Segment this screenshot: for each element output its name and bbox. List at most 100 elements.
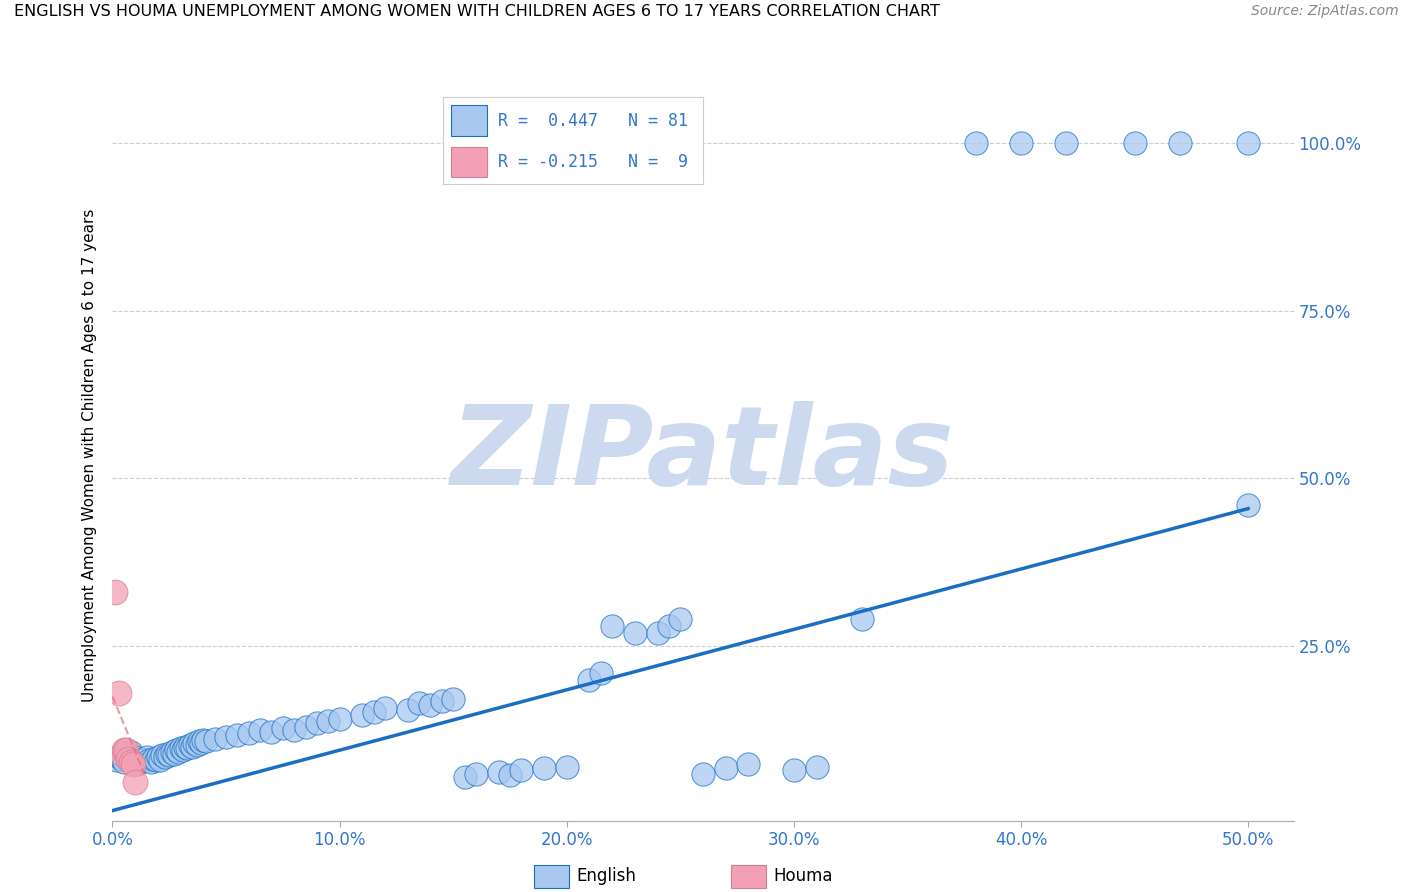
- Point: [283, 723, 305, 737]
- Point: [153, 750, 176, 764]
- Point: [441, 691, 464, 706]
- Point: [396, 703, 419, 717]
- Point: [352, 707, 374, 722]
- Point: [139, 755, 162, 769]
- Point: [112, 743, 135, 757]
- Point: [692, 766, 714, 780]
- Point: [174, 739, 197, 754]
- Point: [134, 753, 156, 767]
- Point: [249, 723, 271, 737]
- Point: [167, 745, 190, 759]
- Point: [172, 743, 194, 757]
- Point: [160, 745, 183, 759]
- Point: [145, 753, 167, 767]
- Text: Source: ZipAtlas.com: Source: ZipAtlas.com: [1251, 4, 1399, 19]
- Point: [152, 747, 174, 762]
- Point: [1168, 136, 1191, 150]
- Point: [464, 766, 486, 780]
- Point: [647, 625, 669, 640]
- Point: [226, 728, 249, 742]
- Point: [1010, 136, 1032, 150]
- Point: [138, 753, 160, 767]
- Point: [115, 743, 138, 757]
- Point: [124, 750, 146, 764]
- Point: [181, 739, 204, 754]
- Point: [737, 756, 759, 771]
- Point: [555, 760, 578, 774]
- Point: [108, 686, 131, 700]
- Point: [190, 736, 212, 750]
- Point: [215, 730, 238, 744]
- Point: [783, 764, 806, 778]
- Point: [146, 750, 169, 764]
- Point: [430, 694, 453, 708]
- Point: [499, 768, 522, 782]
- Point: [176, 741, 198, 756]
- Point: [419, 698, 441, 713]
- Point: [108, 750, 131, 764]
- Point: [179, 739, 201, 753]
- Point: [260, 725, 283, 739]
- Point: [117, 747, 139, 762]
- Point: [600, 619, 623, 633]
- Point: [135, 750, 157, 764]
- Point: [965, 136, 987, 150]
- Point: [115, 747, 138, 761]
- Point: [316, 714, 339, 729]
- Text: ENGLISH VS HOUMA UNEMPLOYMENT AMONG WOMEN WITH CHILDREN AGES 6 TO 17 YEARS CORRE: ENGLISH VS HOUMA UNEMPLOYMENT AMONG WOME…: [14, 4, 941, 20]
- Point: [122, 756, 145, 771]
- Point: [1237, 498, 1260, 512]
- Point: [156, 747, 179, 761]
- Point: [163, 747, 186, 761]
- Point: [578, 673, 600, 687]
- Point: [669, 612, 692, 626]
- Text: English: English: [576, 867, 637, 885]
- Point: [104, 585, 127, 599]
- Text: ZIPatlas: ZIPatlas: [451, 401, 955, 508]
- Point: [374, 701, 396, 715]
- Point: [305, 716, 328, 731]
- Point: [169, 741, 191, 756]
- Point: [110, 752, 132, 766]
- Point: [238, 726, 260, 740]
- Point: [186, 739, 208, 753]
- Point: [453, 770, 475, 784]
- Point: [363, 705, 385, 719]
- Point: [122, 753, 145, 767]
- Point: [714, 761, 737, 775]
- Point: [120, 745, 142, 759]
- Point: [131, 752, 153, 766]
- Point: [408, 696, 430, 710]
- Point: [105, 753, 128, 767]
- Point: [589, 665, 612, 680]
- Point: [624, 625, 647, 640]
- Point: [117, 752, 139, 766]
- Point: [329, 712, 352, 726]
- Point: [533, 761, 555, 775]
- Point: [194, 734, 217, 748]
- Point: [1237, 136, 1260, 150]
- Point: [183, 736, 205, 750]
- Point: [110, 747, 132, 761]
- Point: [120, 755, 142, 769]
- Text: Houma: Houma: [773, 867, 832, 885]
- Point: [124, 774, 146, 789]
- Point: [851, 612, 873, 626]
- Point: [128, 755, 150, 769]
- Point: [142, 752, 165, 766]
- Point: [157, 747, 180, 762]
- Point: [510, 764, 533, 778]
- Point: [1054, 136, 1077, 150]
- Point: [271, 721, 294, 735]
- Point: [488, 765, 510, 780]
- Point: [1123, 136, 1146, 150]
- Point: [187, 734, 209, 748]
- Point: [112, 755, 135, 769]
- Point: [294, 720, 316, 734]
- Point: [806, 760, 828, 774]
- Point: [658, 619, 681, 633]
- Point: [204, 731, 226, 746]
- Point: [149, 753, 172, 767]
- Y-axis label: Unemployment Among Women with Children Ages 6 to 17 years: Unemployment Among Women with Children A…: [82, 208, 97, 702]
- Point: [127, 756, 149, 771]
